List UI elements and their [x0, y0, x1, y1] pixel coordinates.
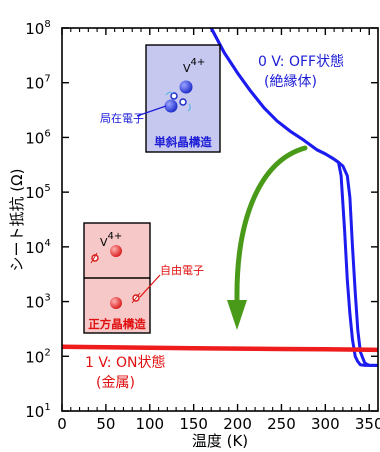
monoclinic-inset: V4+ 単斜晶構造 — [145, 44, 221, 153]
on-material-label: (金属) — [96, 375, 135, 391]
transition-arrow — [227, 145, 308, 330]
off-material-label: (絶縁体) — [264, 74, 317, 90]
monoclinic-structure-label: 単斜晶構造 — [154, 135, 212, 149]
series-layer — [62, 28, 378, 367]
x-tick-label: 200 — [223, 415, 252, 433]
callout-line — [139, 274, 161, 298]
x-tick-label: 250 — [267, 415, 296, 433]
vanadium-ion — [179, 80, 193, 94]
tetragonal-structure-label: 正方晶構造 — [88, 317, 146, 331]
y-tick-label: 102 — [25, 347, 50, 366]
x-tick-label: 150 — [179, 415, 208, 433]
vanadium-ion — [110, 245, 122, 257]
off-state-label: 0 V: OFF状態 — [258, 54, 344, 70]
series-line-2 — [62, 344, 378, 353]
electron — [170, 92, 178, 100]
axes: 0 50 100 150 200 250 300 350 101 102 103 104 105 106 1… — [25, 19, 380, 433]
y-tick-label: 103 — [25, 293, 50, 312]
x-tick-label: 0 — [57, 415, 67, 433]
tet-ion-label: V4+ — [100, 231, 122, 249]
mono-ion-label: V4+ — [183, 57, 205, 75]
x-tick-label: 300 — [311, 415, 340, 433]
electron — [179, 98, 187, 106]
series-line-1 — [209, 28, 378, 367]
vanadium-ion — [164, 99, 178, 113]
y-tick-label: 101 — [25, 402, 50, 421]
x-tick-label: 50 — [96, 415, 115, 433]
y-tick-label: 107 — [25, 74, 50, 93]
on-state-label: 1 V: ON状態 — [85, 355, 165, 371]
x-tick-label: 100 — [135, 415, 164, 433]
x-tick-label: 350 — [355, 415, 380, 433]
y-tick-label: 105 — [25, 183, 50, 202]
free-electron-label: 自由電子 — [160, 263, 204, 277]
plot-frame — [61, 27, 379, 412]
vanadium-ion — [110, 297, 122, 309]
y-tick-label: 106 — [25, 128, 50, 147]
callout-line — [136, 105, 167, 117]
localized-electron-label: 局在電子 — [100, 112, 144, 125]
x-axis-title: 温度 (K) — [192, 432, 248, 450]
y-tick-label: 108 — [25, 19, 50, 38]
y-tick-label: 104 — [25, 238, 50, 257]
tetragonal-inset: V4+ 正方晶構造 — [83, 222, 151, 334]
y-axis-title: シート抵抗 (Ω) — [8, 169, 26, 272]
